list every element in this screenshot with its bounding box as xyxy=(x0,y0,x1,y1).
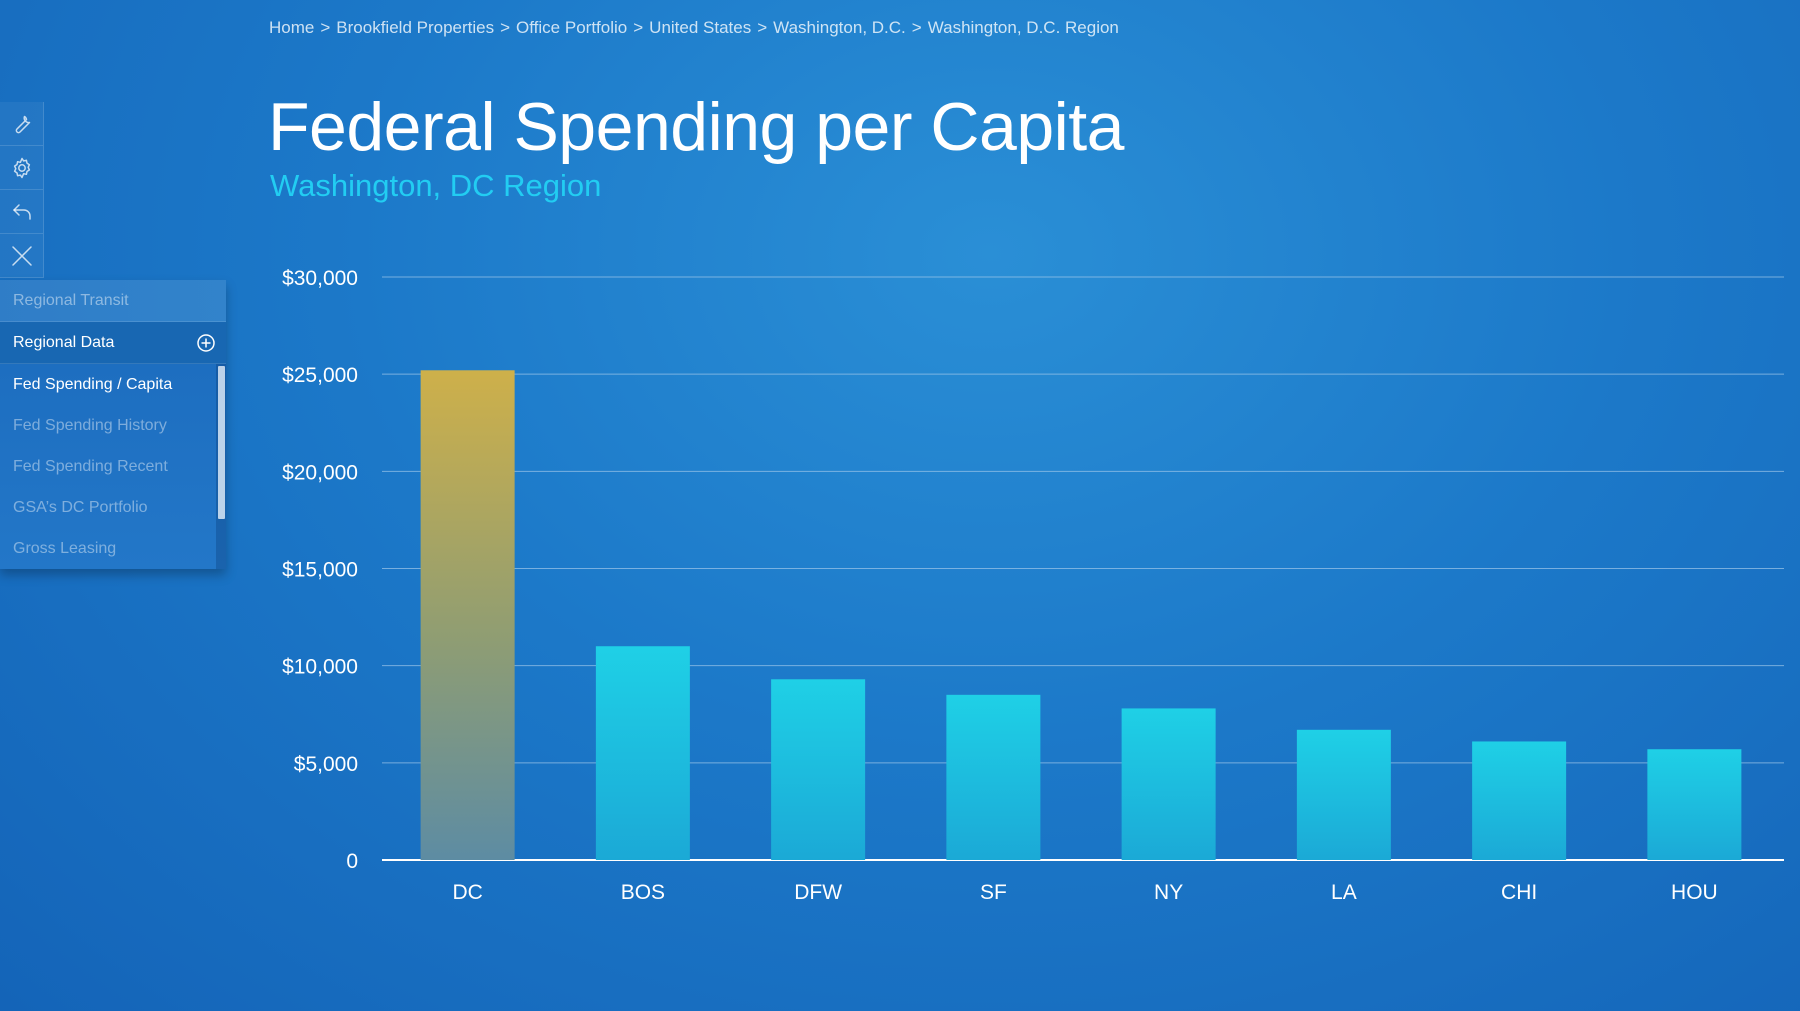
menu-section-regional-data[interactable]: Regional Data xyxy=(0,322,226,364)
back-button[interactable] xyxy=(0,190,44,234)
menu-section-label: Regional Transit xyxy=(13,291,129,309)
close-icon xyxy=(11,245,32,266)
bar-chi xyxy=(1472,741,1567,860)
bar-sf xyxy=(946,694,1041,860)
bar-la xyxy=(1296,729,1391,860)
breadcrumb-separator: > xyxy=(633,18,644,37)
plus-circle-icon[interactable] xyxy=(196,333,216,353)
y-tick-label: $5,000 xyxy=(294,753,358,776)
submenu-scrollbar[interactable] xyxy=(216,364,226,569)
x-tick-label: DFW xyxy=(794,881,842,904)
submenu-item-gsa-dc-portfolio[interactable]: GSA’s DC Portfolio xyxy=(0,487,226,528)
y-tick-label: $20,000 xyxy=(282,461,358,484)
submenu-item-label: Fed Spending Recent xyxy=(13,457,168,475)
x-tick-label: CHI xyxy=(1501,881,1537,904)
wrench-button[interactable] xyxy=(0,102,44,146)
bar-dfw xyxy=(771,679,866,860)
breadcrumb-link[interactable]: United States xyxy=(649,18,752,37)
breadcrumb: Home > Brookfield Properties > Office Portfo… xyxy=(269,18,1119,38)
bar-bos xyxy=(595,646,690,860)
submenu-item-fed-spending-history[interactable]: Fed Spending History xyxy=(0,405,226,446)
y-tick-label: $30,000 xyxy=(282,267,358,290)
x-tick-label: HOU xyxy=(1671,881,1718,904)
breadcrumb-link[interactable]: Brookfield Properties xyxy=(336,18,495,37)
side-menu: Regional Transit Regional Data Fed Spend… xyxy=(0,280,226,569)
x-tick-label: DC xyxy=(452,881,482,904)
scrollbar-thumb[interactable] xyxy=(218,366,225,519)
breadcrumb-link[interactable]: Office Portfolio xyxy=(516,18,628,37)
bar-ny xyxy=(1121,708,1216,860)
x-tick-label: BOS xyxy=(621,881,665,904)
breadcrumb-separator: > xyxy=(757,18,768,37)
menu-section-label: Regional Data xyxy=(13,333,115,351)
submenu-item-label: Fed Spending / Capita xyxy=(13,375,173,393)
wrench-icon xyxy=(15,115,30,133)
submenu-item-fed-spending-recent[interactable]: Fed Spending Recent xyxy=(0,446,226,487)
page-title: Federal Spending per Capita xyxy=(268,89,1124,165)
gear-icon xyxy=(13,157,30,178)
breadcrumb-link[interactable]: Home xyxy=(269,18,315,37)
submenu-list: Fed Spending / Capita Fed Spending Histo… xyxy=(0,364,226,569)
x-tick-label: NY xyxy=(1154,881,1183,904)
close-button[interactable] xyxy=(0,234,44,278)
settings-button[interactable] xyxy=(0,146,44,190)
bar-hou xyxy=(1647,749,1742,860)
y-tick-label: $25,000 xyxy=(282,364,358,387)
breadcrumb-link[interactable]: Washington, D.C. xyxy=(773,18,906,37)
y-tick-label: 0 xyxy=(346,850,358,873)
submenu-item-fed-spending-capita[interactable]: Fed Spending / Capita xyxy=(0,364,226,405)
x-tick-label: SF xyxy=(980,881,1007,904)
breadcrumb-link[interactable]: Washington, D.C. Region xyxy=(927,18,1119,37)
submenu-item-label: Fed Spending History xyxy=(13,416,167,434)
bar-dc xyxy=(420,370,515,860)
breadcrumb-separator: > xyxy=(911,18,922,37)
tool-strip xyxy=(0,102,44,278)
submenu-item-label: GSA’s DC Portfolio xyxy=(13,498,148,516)
submenu-item-label: Gross Leasing xyxy=(13,539,117,557)
y-tick-label: $15,000 xyxy=(282,559,358,582)
back-arrow-icon xyxy=(12,203,31,220)
page-subtitle: Washington, DC Region xyxy=(270,168,602,203)
menu-section-regional-transit[interactable]: Regional Transit xyxy=(0,280,226,322)
y-tick-label: $10,000 xyxy=(282,656,358,679)
breadcrumb-separator: > xyxy=(320,18,331,37)
submenu-item-gross-leasing[interactable]: Gross Leasing xyxy=(0,528,226,569)
x-tick-label: LA xyxy=(1331,881,1357,904)
breadcrumb-separator: > xyxy=(500,18,511,37)
